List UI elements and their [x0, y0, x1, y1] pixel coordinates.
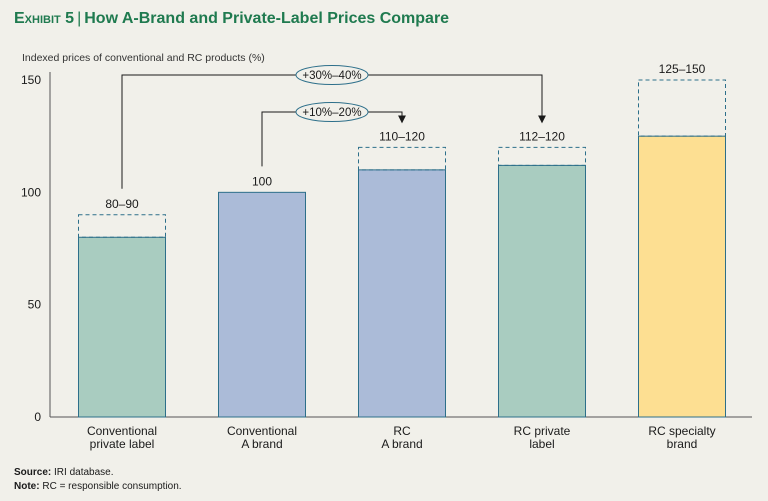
annotation-ellipse — [295, 65, 369, 85]
y-tick-label: 100 — [21, 185, 41, 199]
category-label-line: A brand — [381, 437, 422, 451]
category-label-line: RC — [393, 424, 411, 438]
y-tick-label: 50 — [28, 298, 42, 312]
category-label: RC private label — [514, 424, 571, 451]
note-label: Note: — [14, 481, 40, 492]
value-label: 110–120 — [379, 129, 425, 143]
note-line: Note: RC = responsible consumption. — [14, 480, 182, 494]
note-text: RC = responsible consumption. — [39, 481, 182, 492]
category-label-line: Conventional — [87, 424, 157, 438]
y-tick-label: 0 — [34, 410, 41, 424]
footer-notes: Source: IRI database. Note: RC = respons… — [14, 466, 182, 494]
title-separator: | — [77, 10, 82, 27]
category-label-line: RC private — [514, 424, 571, 438]
value-label: 125–150 — [659, 62, 706, 76]
bracket-arrow — [121, 74, 546, 189]
title-text: How A-Brand and Private-Label Prices Com… — [84, 10, 450, 27]
range-box — [78, 214, 166, 238]
bar — [218, 191, 306, 418]
range-box — [358, 146, 446, 171]
bar — [358, 169, 446, 418]
chart-title: Exhibit 5 | How A-Brand and Private-Label … — [14, 10, 449, 28]
bar — [498, 164, 586, 418]
value-label: 112–120 — [519, 129, 565, 143]
annotation-label: +10%–20% — [302, 107, 361, 119]
range-box — [498, 146, 586, 166]
y-axis-label: Indexed prices of conventional and RC pr… — [22, 52, 265, 64]
source-line: Source: IRI database. — [14, 466, 182, 480]
bar — [78, 236, 166, 418]
source-label: Source: — [14, 467, 52, 478]
category-label-line: A brand — [241, 437, 282, 451]
annotation-ellipse — [295, 102, 369, 122]
category-label: RC A brand — [381, 424, 422, 451]
category-label: RC specialty brand — [648, 424, 715, 451]
category-label: Conventional private label — [87, 424, 157, 451]
category-label-line: label — [529, 437, 554, 451]
value-label: 80–90 — [105, 197, 139, 211]
annotation-label: +30%–40% — [302, 70, 361, 82]
category-label-line: RC specialty — [648, 424, 715, 438]
category-label-line: private label — [90, 437, 155, 451]
category-label: Conventional A brand — [227, 424, 297, 451]
exhibit-number: Exhibit 5 — [14, 10, 75, 27]
source-text: IRI database. — [51, 467, 114, 478]
value-label: 100 — [252, 174, 272, 188]
category-label-line: Conventional — [227, 424, 297, 438]
range-box — [638, 79, 726, 137]
bar — [638, 135, 726, 418]
category-label-line: brand — [667, 437, 698, 451]
y-tick-label: 150 — [21, 73, 41, 87]
